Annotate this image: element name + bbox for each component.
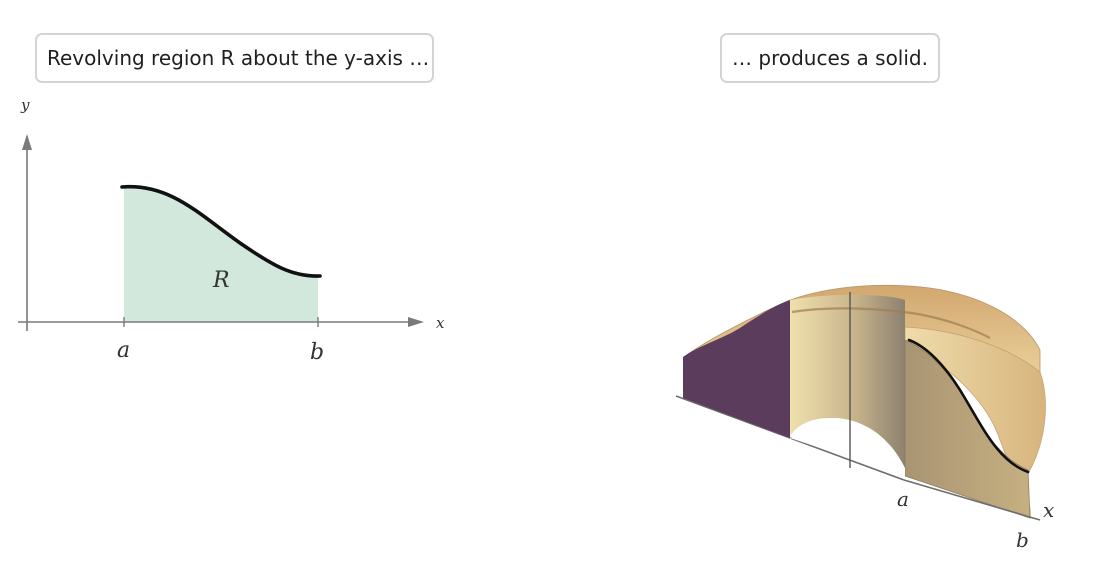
x-axis-label: x bbox=[436, 314, 445, 332]
solid-hole-opening bbox=[790, 418, 905, 476]
solid-of-revolution: a b x bbox=[675, 284, 1054, 552]
tick-a-label: a bbox=[117, 338, 130, 363]
tick-b-label: b bbox=[310, 340, 324, 365]
solid-tick-a-label: a bbox=[897, 487, 909, 511]
x-axis-arrow-icon bbox=[408, 317, 424, 327]
y-axis-arrow-icon bbox=[22, 134, 32, 150]
solid-ridge-band bbox=[791, 307, 991, 339]
solid-x-axis-label: x bbox=[1043, 498, 1054, 522]
solid-tick-b-label: b bbox=[1016, 528, 1029, 552]
solid-x-axis-front bbox=[903, 479, 1041, 521]
region-r bbox=[124, 186, 318, 322]
solid-inner-wall bbox=[790, 294, 905, 470]
y-axis-label: y bbox=[20, 96, 30, 114]
right-caption: … produces a solid. bbox=[720, 33, 940, 83]
region-r-label: R bbox=[212, 268, 230, 293]
left-plot: y x R a b bbox=[18, 96, 445, 365]
solid-curve bbox=[907, 338, 1030, 474]
region-curve bbox=[120, 184, 322, 278]
solid-cut-face-left bbox=[683, 300, 790, 438]
left-caption: Revolving region R about the y-axis … bbox=[35, 33, 434, 83]
